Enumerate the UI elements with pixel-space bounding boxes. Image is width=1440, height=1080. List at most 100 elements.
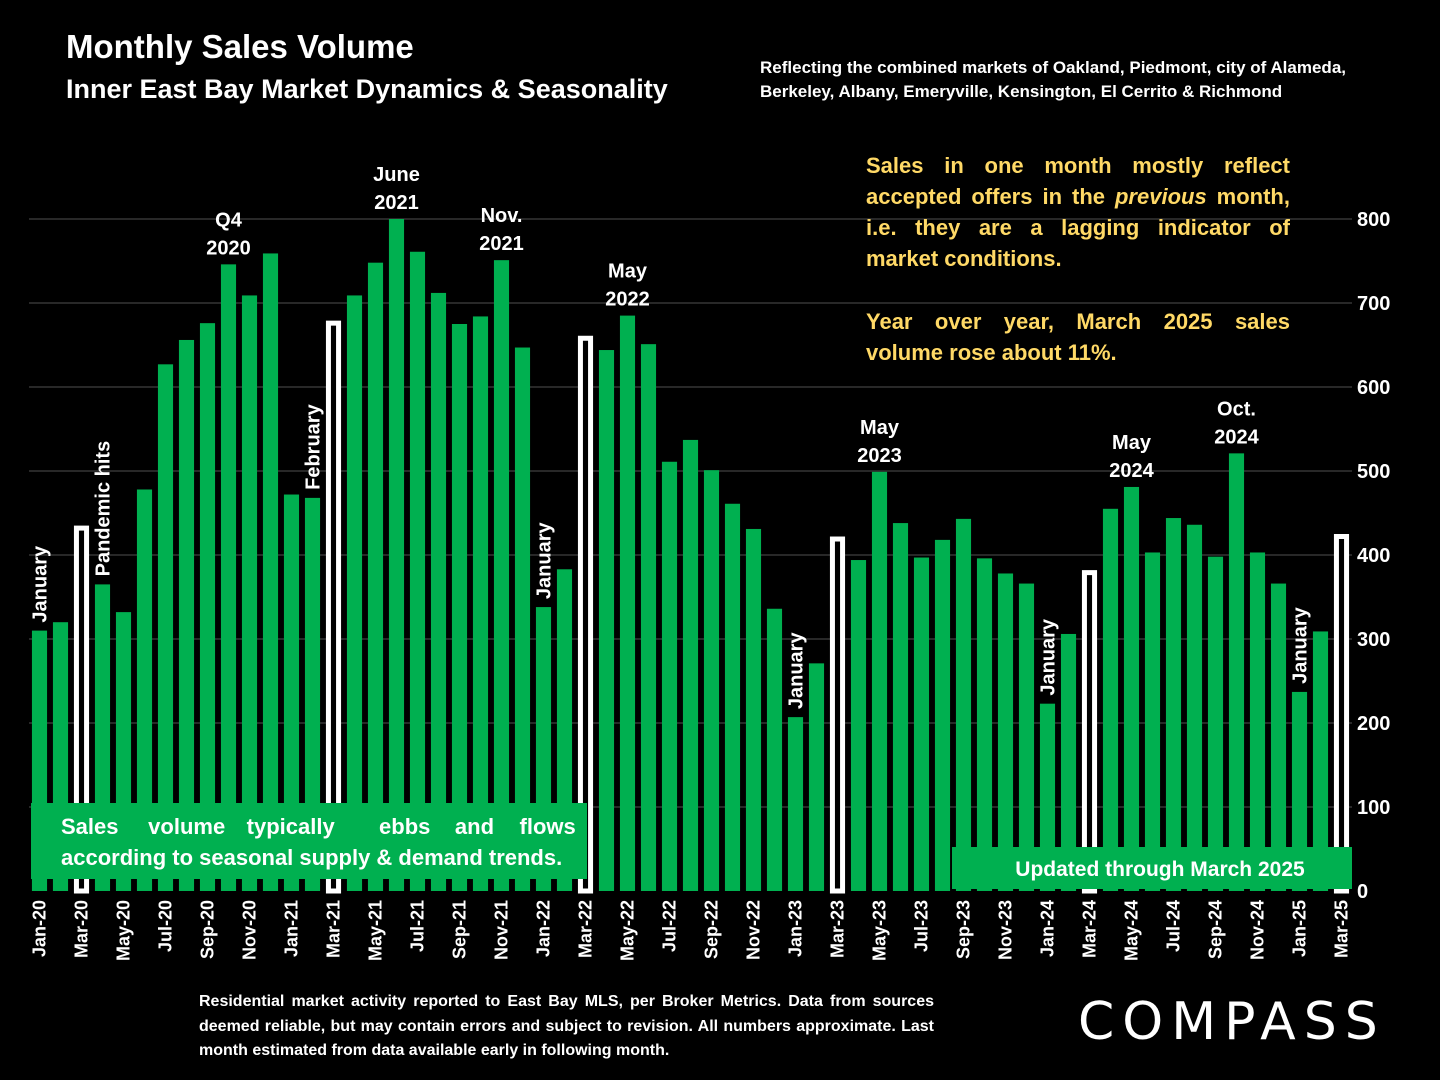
bar [1291, 691, 1308, 891]
bar [1018, 583, 1035, 891]
annotation-label: January [1038, 618, 1060, 696]
bar-highlighted [577, 335, 594, 894]
y-tick-label: 400 [1357, 545, 1390, 567]
bar [472, 316, 489, 891]
bar [598, 350, 615, 891]
x-tick-label: Jan-20 [30, 900, 50, 957]
bar [430, 292, 447, 891]
yoy-note: Year over year, March 2025 sales volume … [866, 309, 1290, 365]
y-tick-label: 300 [1357, 629, 1390, 651]
x-tick-label: Mar-22 [576, 900, 596, 958]
annotation-label: June 2021 [373, 164, 420, 214]
bar [892, 523, 909, 891]
bar [913, 557, 930, 891]
x-tick-label: Sep-23 [954, 900, 974, 959]
x-tick-label: Jan-24 [1038, 900, 1058, 957]
bar [241, 295, 258, 891]
bar [766, 608, 783, 891]
bar [850, 560, 867, 891]
bar [1228, 453, 1245, 891]
bar [1060, 633, 1077, 891]
sales-volume-chart: 0 100 200 300 400 500 600 700 800 Jan-20 Mar-20 May… [29, 164, 1390, 961]
bar [1186, 524, 1203, 891]
annotation-label: May 2024 [1109, 432, 1154, 482]
bar [1165, 518, 1182, 891]
x-tick-label: Nov-23 [996, 900, 1016, 960]
bar [682, 439, 699, 891]
bar-highlighted [1333, 534, 1350, 894]
x-tick-label: Jan-21 [282, 900, 302, 957]
seasonal-callout-box [31, 803, 587, 879]
x-tick-label: Nov-20 [240, 900, 260, 960]
bar [955, 518, 972, 891]
bar [1312, 631, 1329, 891]
seasonal-callout-word: typically [247, 814, 336, 839]
x-tick-label: May-20 [114, 900, 134, 961]
x-tick-label: Jul-23 [912, 900, 932, 952]
annotation-label: January [30, 545, 52, 623]
bar [493, 260, 510, 891]
x-tick-label: Jul-21 [408, 900, 428, 952]
bar [409, 251, 426, 891]
lagging-indicator-note: Sales in one month mostly reflect accept… [866, 150, 1290, 274]
y-tick-label: 500 [1357, 461, 1390, 483]
x-tick-label: Nov-24 [1248, 900, 1268, 960]
x-tick-label: Jul-24 [1164, 900, 1184, 952]
x-tick-label: Jul-22 [660, 900, 680, 952]
x-tick-label: May-23 [870, 900, 890, 961]
bar [157, 364, 174, 891]
bar [1102, 508, 1119, 891]
bar [346, 295, 363, 891]
x-tick-label: May-22 [618, 900, 638, 961]
x-tick-label: Sep-24 [1206, 900, 1226, 959]
bar [199, 323, 216, 891]
chart-subtitle: Inner East Bay Market Dynamics & Seasona… [66, 74, 668, 104]
bar [619, 315, 636, 892]
x-tick-label: Mar-24 [1080, 900, 1100, 958]
y-tick-label: 800 [1357, 209, 1390, 231]
bar [1123, 486, 1140, 891]
x-tick-label: Sep-20 [198, 900, 218, 959]
annotation-label: February [303, 403, 325, 489]
x-tick-label: Jan-22 [534, 900, 554, 957]
bar [745, 528, 762, 891]
bar [1270, 583, 1287, 891]
seasonal-callout-word: flows [520, 814, 576, 839]
annotation-label: May 2022 [605, 261, 650, 311]
bar [724, 503, 741, 891]
bar [1249, 552, 1266, 891]
bar [1039, 703, 1056, 891]
coverage-note: Reflecting the combined markets of Oakla… [760, 58, 1346, 101]
bar [703, 470, 720, 891]
bar [787, 717, 804, 891]
x-tick-label: Jul-20 [156, 900, 176, 952]
lag-note-end: month, i.e. they are a lagging indicator… [866, 184, 1290, 271]
updated-callout-box [952, 847, 1352, 889]
bar-highlighted [829, 536, 846, 894]
bar [640, 344, 657, 891]
bar [262, 253, 279, 891]
x-tick-label: Jan-23 [786, 900, 806, 957]
x-tick-label: Sep-21 [450, 900, 470, 959]
x-tick-label: May-24 [1122, 900, 1142, 961]
bar-highlighted [73, 525, 90, 894]
bar [934, 539, 951, 891]
chart-title: Monthly Sales Volume [66, 28, 414, 65]
seasonal-callout-word: Sales [61, 814, 119, 839]
bar [367, 262, 384, 891]
bar [997, 573, 1014, 891]
bar [871, 471, 888, 891]
compass-logo: COMPASS [1078, 992, 1386, 1052]
seasonal-callout-word: ebbs [379, 814, 430, 839]
seasonal-callout-word: volume [148, 814, 225, 839]
x-tick-label: Nov-22 [744, 900, 764, 960]
updated-callout-text: Updated through March 2025 [1015, 858, 1305, 881]
y-tick-label: 700 [1357, 293, 1390, 315]
annotation-label: Q4 2020 [206, 209, 251, 259]
lag-note-italic: previous [1114, 184, 1207, 209]
bar [304, 497, 321, 891]
x-tick-label: Sep-22 [702, 900, 722, 959]
bar [388, 219, 405, 891]
annotation-label: Nov. 2021 [479, 205, 524, 255]
bar [283, 494, 300, 891]
